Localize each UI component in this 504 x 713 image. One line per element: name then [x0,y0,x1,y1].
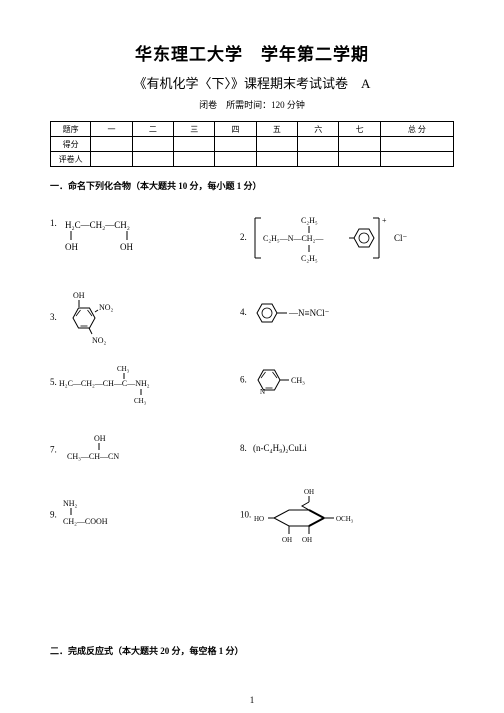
col-header: 四 [215,122,256,137]
cell [339,137,380,152]
problem-9: 9. NH₂ CH₂—COOH [50,498,159,533]
problem-3: 3. OH NO₂ NO₂ [50,288,149,348]
cell [174,137,215,152]
col-header: 六 [298,122,339,137]
chem-text: CH₂—COOH [63,517,108,526]
chem-text: OH [65,242,78,252]
problem-8: 8. (n-C₄H₉)₂CuLi [240,443,307,453]
problem-7: 7. OH CH₃—CH—CN [50,433,159,468]
chem-text: C₂H₅ [301,254,318,263]
problem-number: 7. [50,445,57,455]
chem-text: OH [94,434,106,443]
cell [256,152,297,167]
chem-text: OH [304,488,314,496]
chem-text: H₂C—CH₂—CH₂ [65,220,130,230]
chem-text: + [382,216,387,225]
problem-number: 3. [50,312,57,322]
cell [91,137,132,152]
cell [380,137,453,152]
col-header: 七 [339,122,380,137]
problem-number: 2. [240,232,247,242]
cell [132,152,173,167]
chem-text: (n-C₄H₉)₂CuLi [253,443,307,453]
cell [380,152,453,167]
table-row: 得分 [51,137,454,152]
chem-text: OH [120,242,133,252]
section1-title: 一．命名下列化合物（本大题共 10 分，每小题 1 分） [50,179,454,192]
problems-area: 1. H₂C—CH₂—CH₂ OH OH 2. C₂H₅ C₂H₅—N—CH₂—… [50,198,454,638]
cell [132,137,173,152]
problem-number: 9. [50,510,57,520]
problem-number: 6. [240,375,247,385]
cell [91,152,132,167]
chem-text: OH [282,536,292,544]
chem-text: OH [73,291,85,300]
problem-4: 4. —N≡NCl⁻ [240,298,379,328]
problem-5: 5. CH₃ H₂C—CH₂—CH—C—NH₂ CH₃ [50,363,199,403]
cell [339,152,380,167]
problem-number: 4. [240,307,247,317]
problem-number: 8. [240,443,247,453]
section2-title: 二．完成反应式（本大题共 20 分，每空格 1 分） [50,644,454,657]
chem-text: NO₂ [99,303,114,312]
cell [215,152,256,167]
cell [298,152,339,167]
cell [298,137,339,152]
score-table: 题序 一 二 三 四 五 六 七 总 分 得分 评卷人 [50,121,454,167]
col-header: 总 分 [380,122,453,137]
cell [256,137,297,152]
chem-text: —N≡NCl⁻ [288,308,330,318]
title-course: 《有机化学〈下〉》课程期末考试试卷 A [50,73,454,92]
chem-text: OCH₃ [336,515,354,523]
title-university: 华东理工大学 学年第二学期 [50,40,454,65]
chem-text: C₂H₅ [301,216,318,225]
col-header: 五 [256,122,297,137]
col-header: 一 [91,122,132,137]
chem-text: NH₂ [63,499,78,508]
col-header: 二 [132,122,173,137]
col-header: 三 [174,122,215,137]
chem-text: HO [254,515,264,523]
problem-10: 10. OH HO OH OCH₃ OH [240,488,384,543]
chem-text: Cl⁻ [394,233,408,243]
chem-text: H₂C—CH₂—CH—C—NH₂ [59,379,150,388]
page-number: 1 [0,695,504,705]
problem-6: 6. N CH₃ [240,363,339,398]
table-row: 评卷人 [51,152,454,167]
row-header: 评卷人 [51,152,91,167]
problem-number: 10. [240,510,251,520]
cell [215,137,256,152]
problem-number: 5. [50,377,57,387]
chem-text: N [260,388,265,396]
row-header: 题序 [51,122,91,137]
chem-text: CH₃ [291,376,305,385]
problem-number: 1. [50,218,57,228]
chem-text: CH₃ [117,365,130,373]
chem-text: C₂H₅—N—CH₂— [263,234,324,243]
chem-text: CH₃—CH—CN [67,452,119,461]
title-time: 闭卷 所需时间：120 分钟 [50,98,454,111]
row-header: 得分 [51,137,91,152]
chem-text: NO₂ [92,336,107,345]
problem-1: 1. H₂C—CH₂—CH₂ OH OH [50,218,165,258]
table-row: 题序 一 二 三 四 五 六 七 总 分 [51,122,454,137]
problem-2: 2. C₂H₅ C₂H₅—N—CH₂— C₂H₅ + Cl⁻ [240,213,449,263]
chem-text: CH₃ [134,397,147,405]
cell [174,152,215,167]
chem-text: OH [302,536,312,544]
